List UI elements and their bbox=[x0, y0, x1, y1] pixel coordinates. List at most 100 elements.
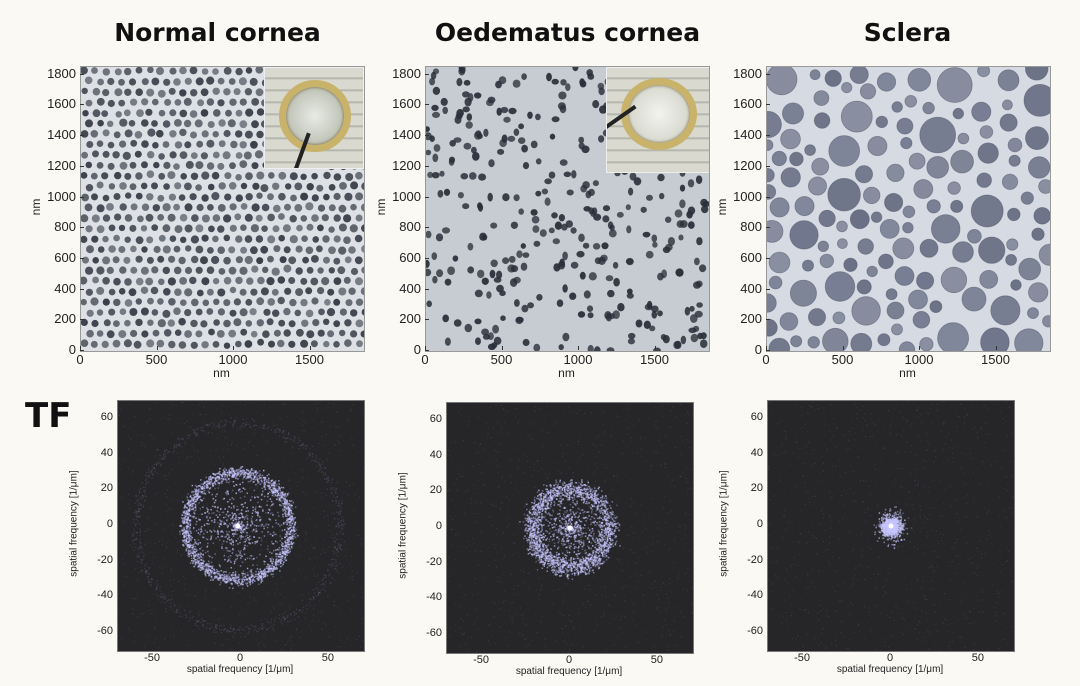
x-tick-label: 1500 bbox=[640, 352, 669, 367]
x-tick-mark bbox=[501, 346, 503, 350]
y-tick-label: 1400 bbox=[47, 127, 76, 143]
y-tick-mark bbox=[766, 227, 770, 229]
fft-speckles bbox=[118, 401, 364, 651]
y-tick-label: 200 bbox=[54, 311, 76, 327]
y-tick-label: 400 bbox=[740, 280, 762, 296]
y-tick-label: -40 bbox=[426, 591, 442, 604]
x-tick-label: 0 bbox=[886, 652, 894, 664]
y-tick-label: 20 bbox=[100, 482, 113, 495]
y-tick-mark bbox=[425, 227, 429, 229]
x-tick-mark bbox=[309, 346, 311, 350]
x-tick-mark bbox=[233, 346, 234, 350]
y-tick-label: 1800 bbox=[733, 65, 762, 81]
y-tick-mark bbox=[80, 288, 84, 290]
fft-speckles bbox=[447, 403, 693, 653]
x-axis-label: spatial frequency [1/μm] bbox=[515, 666, 623, 677]
y-tick-mark bbox=[80, 350, 84, 351]
inset-photo-oedematus-cornea bbox=[606, 67, 709, 173]
fibrils bbox=[767, 67, 1050, 351]
x-tick-label: 500 bbox=[145, 352, 168, 367]
x-tick-mark bbox=[842, 346, 844, 350]
fibril-pattern-sclera bbox=[767, 67, 1050, 351]
y-tick-mark bbox=[80, 73, 84, 75]
inset-photo-normal-cornea bbox=[264, 67, 364, 169]
y-tick-mark bbox=[766, 257, 770, 259]
x-tick-mark bbox=[80, 346, 81, 350]
y-tick-mark bbox=[80, 165, 84, 167]
y-tick-label: 800 bbox=[740, 219, 762, 235]
y-tick-label: 40 bbox=[429, 448, 442, 461]
x-axis-label: spatial frequency [1/μm] bbox=[186, 664, 294, 675]
tem-image-normal-cornea bbox=[80, 66, 365, 352]
y-tick-label: 200 bbox=[740, 311, 762, 327]
x-tick-label: 0 bbox=[236, 652, 244, 664]
panel-title-oedematus: Oedematus cornea bbox=[434, 18, 701, 47]
y-tick-label: 0 bbox=[413, 342, 421, 357]
x-tick-mark bbox=[919, 346, 920, 350]
x-tick-label: -50 bbox=[794, 652, 811, 664]
x-tick-label: 500 bbox=[490, 352, 513, 367]
x-tick-label: 50 bbox=[321, 652, 335, 664]
y-tick-label: -20 bbox=[426, 555, 442, 568]
y-tick-label: 60 bbox=[429, 412, 442, 425]
y-tick-mark bbox=[766, 350, 770, 351]
y-tick-label: 400 bbox=[54, 280, 76, 296]
y-tick-mark bbox=[80, 257, 84, 259]
y-axis-label: nm bbox=[29, 198, 43, 216]
y-axis-label: nm bbox=[715, 198, 729, 216]
y-tick-label: 0 bbox=[754, 342, 762, 357]
x-tick-label: 50 bbox=[971, 652, 985, 664]
y-tick-mark bbox=[425, 104, 429, 106]
y-tick-label: 60 bbox=[100, 410, 113, 423]
x-tick-label: 1500 bbox=[295, 352, 324, 367]
y-tick-label: 1000 bbox=[392, 188, 421, 204]
x-tick-mark bbox=[654, 346, 656, 350]
y-tick-label: 20 bbox=[429, 484, 442, 497]
y-tick-mark bbox=[80, 135, 84, 137]
y-tick-label: 1600 bbox=[392, 96, 421, 112]
x-tick-label: 0 bbox=[76, 352, 84, 367]
panel-title-sclera: Sclera bbox=[863, 18, 952, 47]
x-tick-label: 1000 bbox=[563, 352, 593, 367]
y-tick-label: -20 bbox=[747, 553, 763, 566]
y-tick-mark bbox=[425, 165, 429, 167]
y-tick-label: 200 bbox=[399, 311, 421, 327]
x-axis-label: nm bbox=[899, 366, 916, 380]
y-tick-label: 1200 bbox=[47, 157, 76, 173]
x-tick-mark bbox=[766, 346, 767, 350]
y-tick-label: 1400 bbox=[392, 127, 421, 143]
y-tick-label: 60 bbox=[750, 410, 763, 423]
y-tick-label: 800 bbox=[54, 219, 76, 235]
y-tick-mark bbox=[766, 104, 770, 106]
y-tick-label: 0 bbox=[756, 518, 763, 530]
panel-title-normal: Normal cornea bbox=[114, 18, 321, 47]
y-tick-label: 600 bbox=[54, 249, 76, 265]
y-tick-mark bbox=[425, 73, 429, 75]
x-tick-mark bbox=[425, 346, 426, 350]
y-tick-label: 1600 bbox=[47, 96, 76, 112]
y-tick-label: 1600 bbox=[733, 96, 762, 112]
y-axis-label: nm bbox=[374, 198, 388, 216]
y-axis-label: spatial frequency [1/μm] bbox=[718, 470, 730, 577]
tem-image-oedematus-cornea bbox=[425, 66, 710, 352]
y-tick-mark bbox=[766, 196, 770, 198]
y-tick-mark bbox=[425, 350, 429, 351]
x-tick-label: 1000 bbox=[904, 352, 934, 367]
x-tick-mark bbox=[995, 346, 997, 350]
y-tick-label: 800 bbox=[399, 219, 421, 235]
y-tick-label: -60 bbox=[97, 625, 113, 638]
y-axis-label: spatial frequency [1/μm] bbox=[68, 470, 80, 577]
tf-image-oedematus-cornea bbox=[446, 402, 694, 654]
y-tick-label: 20 bbox=[750, 482, 763, 495]
x-tick-label: 500 bbox=[831, 352, 854, 367]
y-tick-mark bbox=[425, 196, 429, 198]
x-tick-label: -50 bbox=[144, 652, 161, 664]
y-tick-label: -60 bbox=[747, 625, 763, 638]
y-tick-mark bbox=[766, 135, 770, 137]
x-tick-label: 50 bbox=[650, 654, 664, 666]
y-tick-mark bbox=[425, 135, 429, 137]
y-tick-label: 400 bbox=[399, 280, 421, 296]
y-tick-label: 1800 bbox=[47, 65, 76, 81]
y-tick-mark bbox=[766, 288, 770, 290]
